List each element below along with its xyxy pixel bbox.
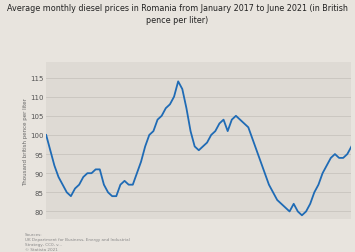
Text: Sources:
UK Department for Business, Energy and Industrial
Strategy, CC0, v...
©: Sources: UK Department for Business, Ene… [25, 232, 130, 251]
Y-axis label: Thousand british pence per liter: Thousand british pence per liter [23, 97, 28, 185]
Text: Average monthly diesel prices in Romania from January 2017 to June 2021 (in Brit: Average monthly diesel prices in Romania… [7, 4, 348, 24]
